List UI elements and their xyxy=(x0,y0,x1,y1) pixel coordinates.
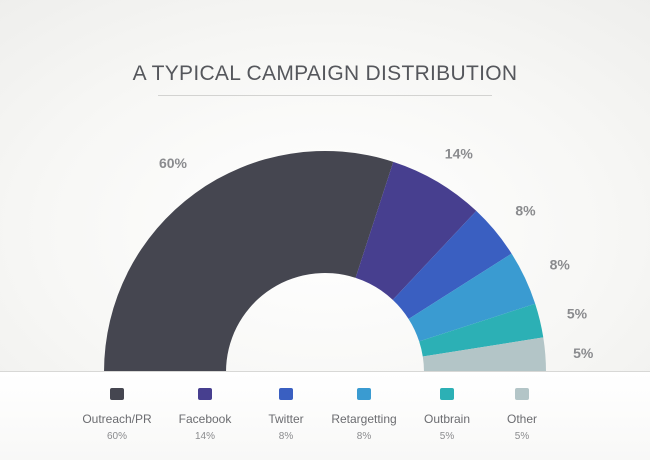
legend-label: Other xyxy=(506,412,537,426)
legend-swatch xyxy=(357,388,371,400)
slice-outbrain xyxy=(419,303,544,357)
title-underline xyxy=(158,95,492,96)
legend-label: Outbrain xyxy=(423,412,471,426)
pct-label-twitter: 8% xyxy=(515,202,536,218)
chart-title: A TYPICAL CAMPAIGN DISTRIBUTION xyxy=(132,62,518,85)
legend-label: Retargetting xyxy=(331,412,397,426)
legend-label: Twitter xyxy=(268,412,304,426)
legend-value: 8% xyxy=(278,431,294,442)
slice-facebook xyxy=(355,161,477,300)
slice-outreach-pr xyxy=(104,151,394,372)
legend-swatch xyxy=(198,388,212,400)
legend-value: 5% xyxy=(514,431,530,442)
legend-value: 60% xyxy=(106,431,127,442)
pct-label-retargetting: 8% xyxy=(550,256,571,272)
legend: Outreach/PR 60% Facebook 14% Twitter 8% … xyxy=(0,371,650,460)
slice-retargetting xyxy=(408,253,536,342)
legend-label: Outreach/PR xyxy=(82,412,152,426)
legend-swatch xyxy=(110,388,124,400)
legend-value: 14% xyxy=(194,431,215,442)
legend-value: 5% xyxy=(439,431,455,442)
legend-swatch xyxy=(279,388,293,400)
legend-swatch xyxy=(440,388,454,400)
legend-item-outreach-pr: Outreach/PR 60% xyxy=(62,388,172,442)
legend-item-other: Other 5% xyxy=(467,388,577,442)
legend-item-facebook: Facebook 14% xyxy=(150,388,260,442)
pct-label-other: 5% xyxy=(573,345,594,361)
slice-twitter xyxy=(392,210,512,319)
legend-value: 8% xyxy=(356,431,372,442)
pct-label-outbrain: 5% xyxy=(567,305,588,321)
legend-label: Facebook xyxy=(178,412,232,426)
slice-other xyxy=(422,337,547,372)
legend-item-outbrain: Outbrain 5% xyxy=(392,388,502,442)
pct-label-outreach-pr: 60% xyxy=(159,155,188,171)
legend-item-twitter: Twitter 8% xyxy=(231,388,341,442)
legend-swatch xyxy=(515,388,529,400)
legend-item-retargetting: Retargetting 8% xyxy=(309,388,419,442)
pct-label-facebook: 14% xyxy=(445,146,474,162)
